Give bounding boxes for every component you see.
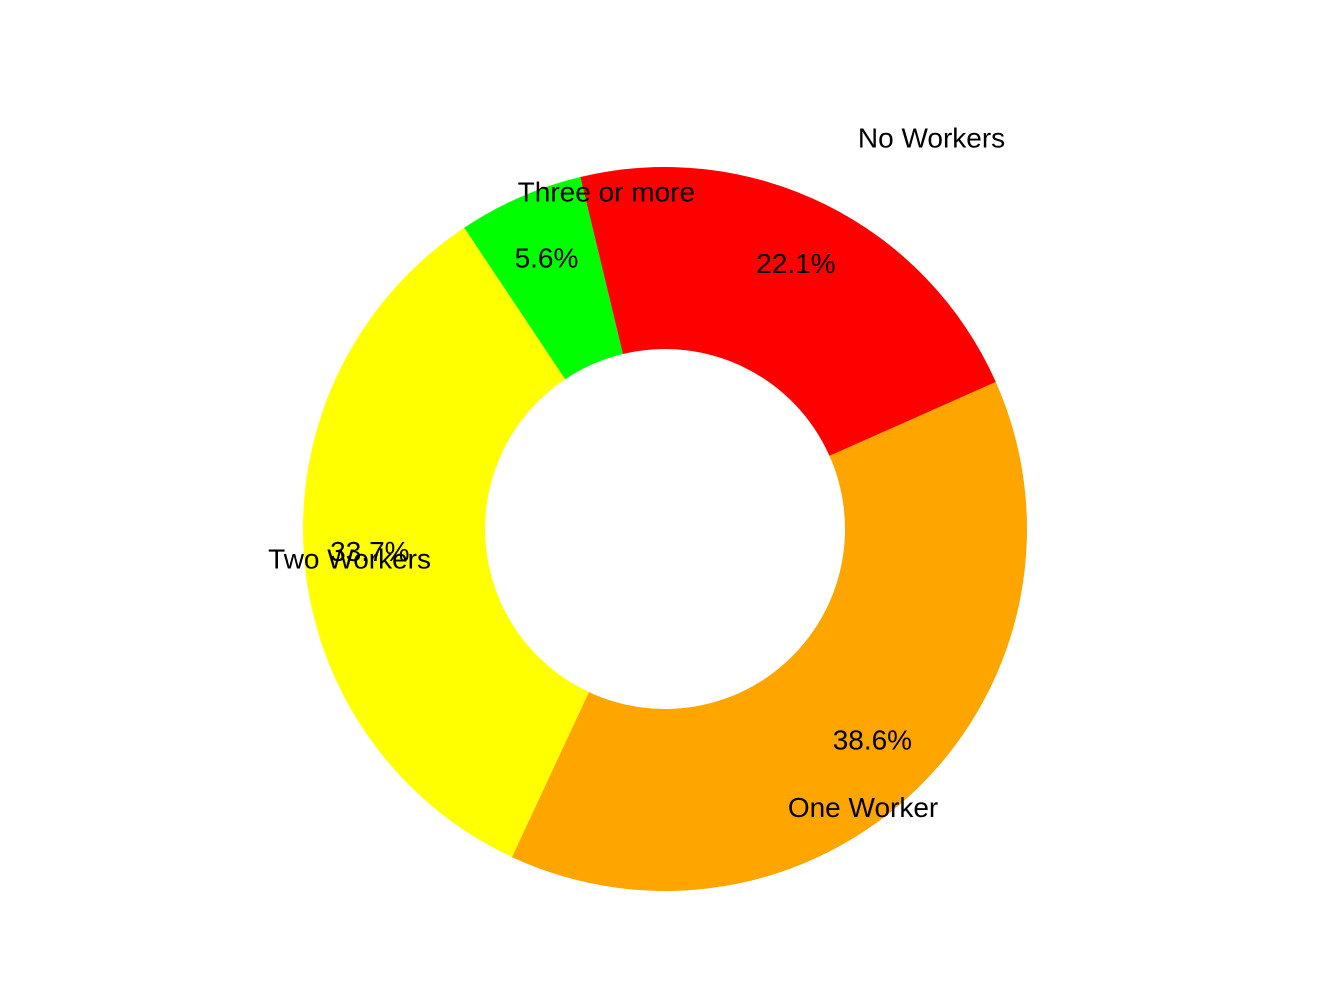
category-label-no-workers: No Workers — [858, 122, 1005, 153]
slice-three-or-more — [464, 177, 623, 380]
pct-label-one-worker: 38.6% — [833, 725, 912, 756]
slice-no-workers — [580, 167, 996, 456]
pct-label-no-workers: 22.1% — [756, 248, 835, 279]
category-label-one-worker: One Worker — [788, 792, 938, 823]
pct-label-two-workers: 33.7% — [330, 536, 409, 567]
category-label-two-workers: Two Workers — [268, 544, 431, 575]
percentage-labels: 33.7% 5.6% 22.1% 38.6% — [330, 242, 912, 755]
donut-slices — [303, 167, 1027, 891]
category-labels: Two Workers Three or more No Workers One Wo… — [268, 122, 1005, 822]
slice-one-worker — [512, 381, 1027, 891]
pct-label-three-or-more: 5.6% — [515, 242, 579, 273]
slice-two-workers — [303, 227, 589, 858]
category-label-three-or-more: Three or more — [518, 176, 695, 207]
